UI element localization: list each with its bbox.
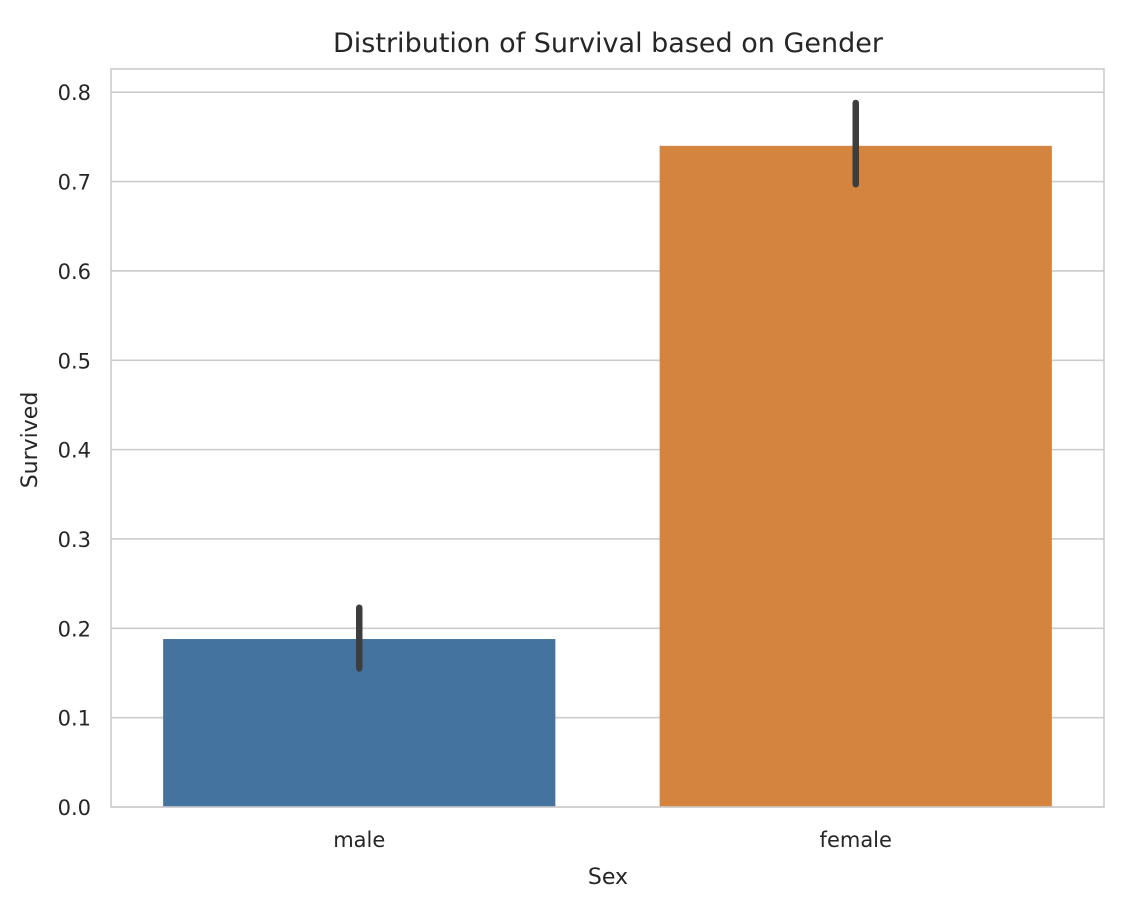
- y-tick-label: 0.7: [58, 171, 91, 195]
- y-tick-label: 0.6: [58, 260, 91, 284]
- y-tick-label: 0.8: [58, 81, 91, 105]
- plot-frame: [110, 68, 1105, 808]
- bar-female: [659, 145, 1052, 807]
- y-axis-label: Survived: [18, 392, 43, 489]
- y-tick-labels: 0.0 0.1 0.2 0.3 0.4 0.5 0.6 0.7 0.8: [58, 81, 91, 820]
- x-tick-label: male: [333, 828, 385, 852]
- x-tick-labels: male female: [333, 828, 892, 852]
- y-tick-label: 0.3: [58, 528, 91, 552]
- x-tick-label: female: [820, 828, 892, 852]
- y-tick-label: 0.5: [58, 349, 91, 373]
- y-tick-label: 0.0: [58, 796, 91, 820]
- y-tick-label: 0.2: [58, 617, 91, 641]
- error-bars: [356, 99, 859, 672]
- x-axis-label: Sex: [588, 865, 628, 890]
- chart-title: Distribution of Survival based on Gender: [333, 28, 884, 59]
- y-tick-label: 0.1: [58, 707, 91, 731]
- bars: [163, 145, 1052, 807]
- y-tick-label: 0.4: [58, 439, 91, 463]
